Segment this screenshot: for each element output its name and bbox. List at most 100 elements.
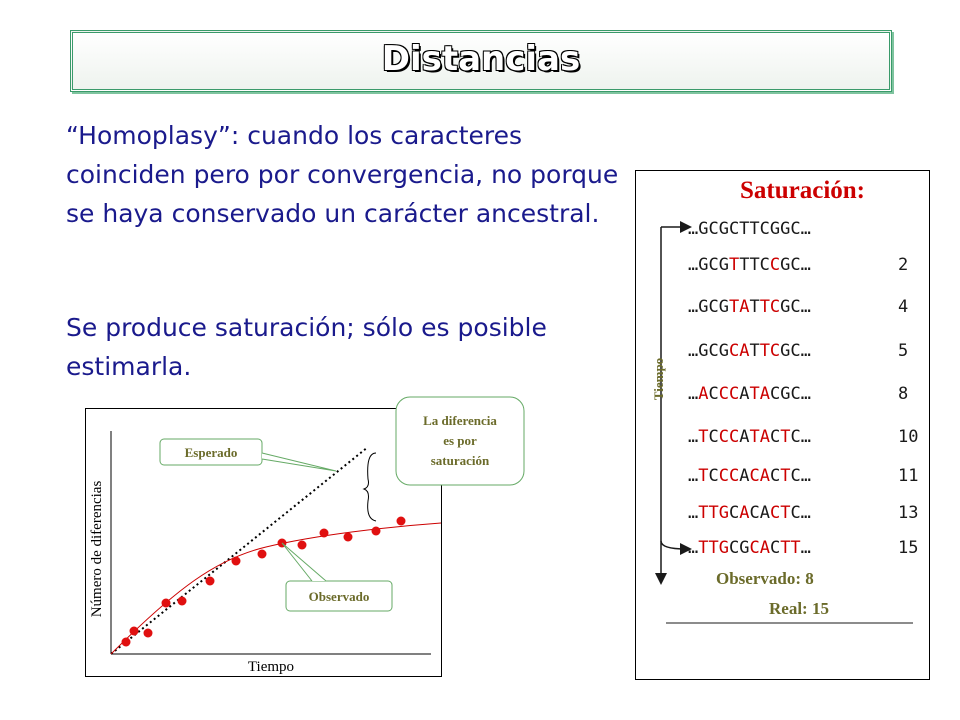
count: 11 <box>898 466 919 486</box>
sequence: …GCGCTTCGGC… <box>688 219 811 239</box>
sequence-part: … <box>688 427 699 447</box>
sequence-part: C <box>769 427 781 447</box>
sequence-part: TTC <box>739 255 770 275</box>
sequence-part: C… <box>790 466 811 486</box>
sequence-part: C <box>769 538 781 558</box>
sequence-part: GC… <box>780 384 811 404</box>
label: La diferencia <box>423 413 497 428</box>
expected-line <box>110 446 369 655</box>
sequence-part: … <box>688 384 699 404</box>
paragraph: Se produce saturación; sólo es posible e… <box>66 313 547 381</box>
sequence-part: … <box>688 503 699 523</box>
title: Distancias <box>381 39 581 79</box>
callout-tail <box>261 452 337 472</box>
count: 5 <box>898 341 909 361</box>
sequence: …TTGCACACTC… <box>688 503 811 523</box>
sequence-part: TT <box>780 538 801 558</box>
sequence-part: C <box>708 427 719 447</box>
sequence-part: CA <box>749 466 770 486</box>
sequence-part: C <box>708 466 719 486</box>
sequence-part: CC <box>718 384 740 404</box>
sequence-part: GC… <box>780 341 811 361</box>
sequence-part: C <box>769 384 781 404</box>
sequence: …GCGTATTCGC… <box>688 297 811 317</box>
sequence-part: C <box>769 255 781 275</box>
sequence-part: T <box>780 427 791 447</box>
count: 13 <box>898 503 919 523</box>
sequence: …TCCCACACTC… <box>688 466 811 486</box>
panel-title: Saturación: <box>740 177 865 204</box>
sequence-part: CA <box>728 341 750 361</box>
sequence-part: … <box>688 466 699 486</box>
label: saturación <box>431 453 490 468</box>
real: Real: 15 <box>769 599 829 618</box>
sequence-part: …GCG <box>688 297 729 317</box>
sequence-part: T <box>780 466 791 486</box>
sequence-part: …GCG <box>688 255 729 275</box>
sequence: …GCGCATTCGC… <box>688 341 811 361</box>
sequence-part: TA <box>728 297 750 317</box>
sequence-part: TC <box>759 297 781 317</box>
sequence-part: A <box>739 466 750 486</box>
sequence: …TTGCGCACTT… <box>688 538 811 558</box>
count: 4 <box>898 297 909 317</box>
count: 2 <box>898 255 909 275</box>
sketch: Esperado Observado La diferencia es por … <box>89 396 525 675</box>
sequence: …TCCCATACTC… <box>688 427 811 447</box>
sequence-part: TC <box>759 341 781 361</box>
sequence-part: TTG <box>698 538 729 558</box>
sequence-part: … <box>800 538 811 558</box>
sequence-part: T <box>728 255 740 275</box>
title-box: Distancias <box>70 30 892 92</box>
sequence-part: TA <box>749 427 770 447</box>
sequence-part: C <box>708 384 719 404</box>
sequence-part: GC… <box>780 297 811 317</box>
sequence-part: A <box>739 384 750 404</box>
brace <box>362 452 377 522</box>
axis-label: Tiempo <box>651 357 667 401</box>
label: Observado <box>309 589 370 604</box>
callout <box>285 580 393 612</box>
sequence-part: CC <box>718 466 740 486</box>
sequence-part: CA <box>749 503 770 523</box>
sequence-part: A <box>739 503 750 523</box>
sequence-part: CG <box>728 538 750 558</box>
sequence-part: TTG <box>698 503 729 523</box>
paragraph: “Homoplasy”: cuando los caracteres coinc… <box>66 121 619 228</box>
chart-box: Esperado Observado La diferencia es por … <box>85 396 525 677</box>
callout-tail <box>281 542 327 582</box>
sequence-part: T <box>749 341 760 361</box>
branch <box>660 540 692 555</box>
x-label: Tiempo <box>248 659 294 675</box>
points <box>121 516 406 647</box>
sequence: …GCGTTTCCGC… <box>688 255 811 275</box>
sequence-part: CC <box>718 427 740 447</box>
sequence-part: …GCGCTTCGGC… <box>688 219 811 239</box>
sequence-part: A <box>739 427 750 447</box>
count: 10 <box>898 427 919 447</box>
observed: Observado: 8 <box>716 569 814 588</box>
sequence-part: C <box>769 466 781 486</box>
sequence-part: TA <box>749 384 770 404</box>
saturation-panel: Saturación: Tiempo …GCGCTTCGGC… …GCGTTTCC… <box>635 170 930 680</box>
sequence: …ACCCATACGC… <box>688 384 811 404</box>
y-label: Número de diferencias <box>89 481 105 618</box>
panel-lines <box>655 221 913 624</box>
sequence-part: … <box>688 538 699 558</box>
sequence-part: T <box>698 427 709 447</box>
sequence-part: C… <box>790 503 811 523</box>
sequence-part: C <box>728 503 740 523</box>
sequence-part: GC… <box>780 255 811 275</box>
sequence-part: CT <box>769 503 791 523</box>
count: 8 <box>898 384 909 404</box>
sequence-part: …GCG <box>688 341 729 361</box>
label: es por <box>443 433 477 448</box>
callout <box>395 396 525 486</box>
count: 15 <box>898 538 919 558</box>
sequence-part: C… <box>790 427 811 447</box>
callout <box>159 438 263 466</box>
sequence-part: CA <box>749 538 770 558</box>
sequence-part: A <box>698 384 709 404</box>
sequence-part: T <box>698 466 709 486</box>
